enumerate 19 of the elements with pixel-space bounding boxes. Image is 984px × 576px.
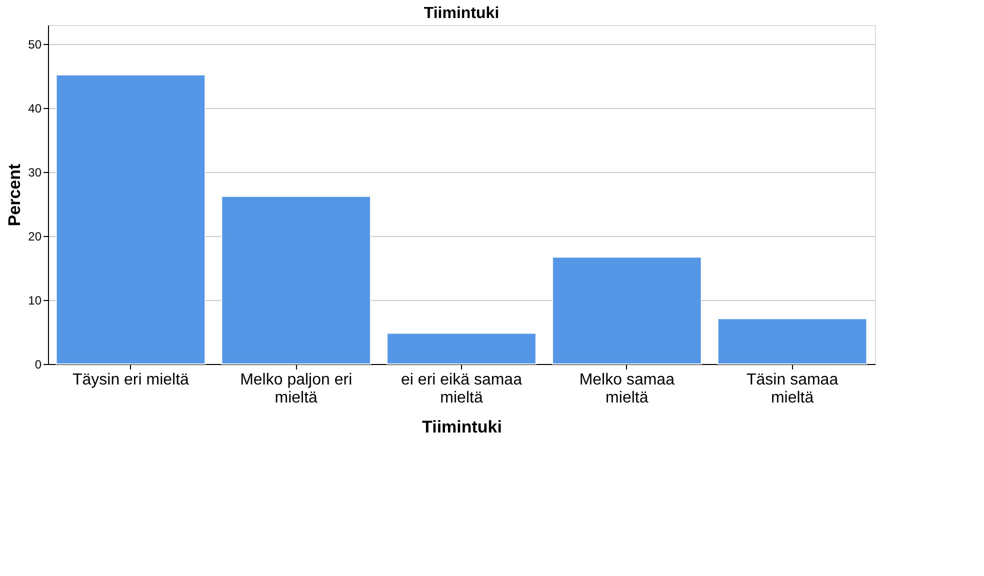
y-axis-title: Percent — [5, 163, 24, 226]
bar — [717, 318, 868, 364]
y-tick-label: 50 — [28, 38, 42, 52]
chart-title: Tiimintuki — [424, 5, 500, 22]
y-tick-label: 0 — [34, 358, 42, 372]
x-tick-label: Melko paljon eri mieltä — [240, 372, 352, 406]
y-tick-label: 10 — [28, 294, 42, 308]
bar — [56, 74, 206, 364]
x-tick-label: Täysin eri mieltä — [72, 372, 190, 388]
y-tick-label: 20 — [28, 230, 42, 244]
bar — [386, 332, 536, 364]
bar — [221, 196, 372, 364]
y-tick-label: 30 — [28, 166, 42, 180]
x-tick-label: Melko samaa mieltä — [579, 372, 675, 406]
x-tick-label: Täsin samaa mieltä — [746, 372, 838, 406]
bar — [552, 256, 702, 364]
x-axis-title: Tiimintuki — [422, 418, 502, 436]
y-tick-label: 40 — [28, 102, 42, 116]
x-tick-label: ei eri eikä samaa mieltä — [401, 372, 522, 406]
